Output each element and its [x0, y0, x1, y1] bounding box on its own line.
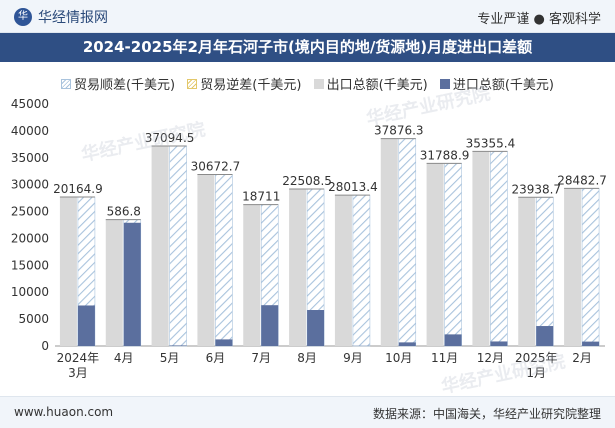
export-bar — [152, 146, 169, 346]
x-tick-label: 2月 — [572, 351, 592, 365]
y-tick-label: 30000 — [11, 178, 49, 192]
x-tick-label: 11月 — [431, 351, 458, 365]
import-bar — [536, 326, 553, 346]
data-label: 37094.5 — [145, 131, 195, 145]
export-bar — [289, 189, 306, 346]
x-tick-label: 4月 — [114, 351, 134, 365]
import-bar — [170, 345, 187, 346]
data-label: 20164.9 — [53, 182, 103, 196]
y-tick-label: 15000 — [11, 258, 49, 272]
footer-source: 数据来源：中国海关，华经产业研究院整理 — [373, 405, 601, 422]
data-label: 35355.4 — [466, 136, 516, 150]
x-tick-label: 5月 — [160, 351, 180, 365]
import-bar — [490, 341, 507, 346]
export-bar — [472, 151, 489, 346]
surplus-bar — [399, 139, 416, 346]
export-bar — [564, 188, 581, 346]
x-tick-label: 10月 — [385, 351, 412, 365]
surplus-bar — [170, 146, 187, 346]
data-label: 28013.4 — [328, 180, 378, 194]
surplus-bar — [215, 174, 232, 346]
y-tick-label: 25000 — [11, 205, 49, 219]
surplus-bar — [445, 163, 462, 346]
export-bar — [427, 163, 444, 346]
export-bar — [197, 174, 214, 346]
y-tick-label: 5000 — [18, 312, 49, 326]
data-label: 18711 — [242, 190, 280, 204]
data-label: 22508.5 — [282, 174, 332, 188]
data-label: 37876.3 — [374, 124, 424, 138]
y-tick-label: 20000 — [11, 231, 49, 245]
import-bar — [399, 342, 416, 346]
data-label: 31788.9 — [420, 148, 470, 162]
import-bar — [215, 339, 232, 346]
surplus-bar — [490, 151, 507, 346]
import-bar — [78, 305, 95, 346]
x-tick-label: 9月 — [343, 351, 363, 365]
x-tick-label: 12月 — [477, 351, 504, 365]
data-label: 23938.7 — [511, 182, 561, 196]
import-bar — [582, 342, 599, 346]
x-tick-label: 7月 — [251, 351, 271, 365]
export-bar — [518, 197, 535, 346]
data-label: 30672.7 — [191, 159, 241, 173]
y-tick-label: 35000 — [11, 151, 49, 165]
export-bar — [335, 195, 352, 346]
export-bar — [60, 197, 77, 346]
surplus-bar — [353, 195, 370, 346]
export-bar — [243, 205, 260, 346]
import-bar — [307, 310, 324, 346]
y-tick-label: 10000 — [11, 285, 49, 299]
x-tick-label: 8月 — [297, 351, 317, 365]
footer-url: www.huaon.com — [14, 405, 113, 419]
x-tick-label: 6月 — [206, 351, 226, 365]
import-bar — [124, 223, 141, 346]
export-bar — [381, 139, 398, 346]
data-label: 28482.7 — [557, 173, 607, 187]
y-tick-label: 40000 — [11, 124, 49, 138]
import-bar — [261, 305, 278, 346]
import-bar — [445, 334, 462, 346]
bar-chart: 0 5000 10000 15000 20000 25000 30000 35000 40000… — [0, 0, 615, 396]
export-bar — [106, 220, 123, 346]
footer: www.huaon.com 数据来源：中国海关，华经产业研究院整理 — [0, 396, 615, 428]
y-tick-label: 0 — [41, 339, 49, 353]
surplus-bar — [582, 188, 599, 346]
data-label: 586.8 — [107, 205, 141, 219]
y-tick-label: 45000 — [11, 97, 49, 111]
surplus-bar — [536, 197, 553, 346]
